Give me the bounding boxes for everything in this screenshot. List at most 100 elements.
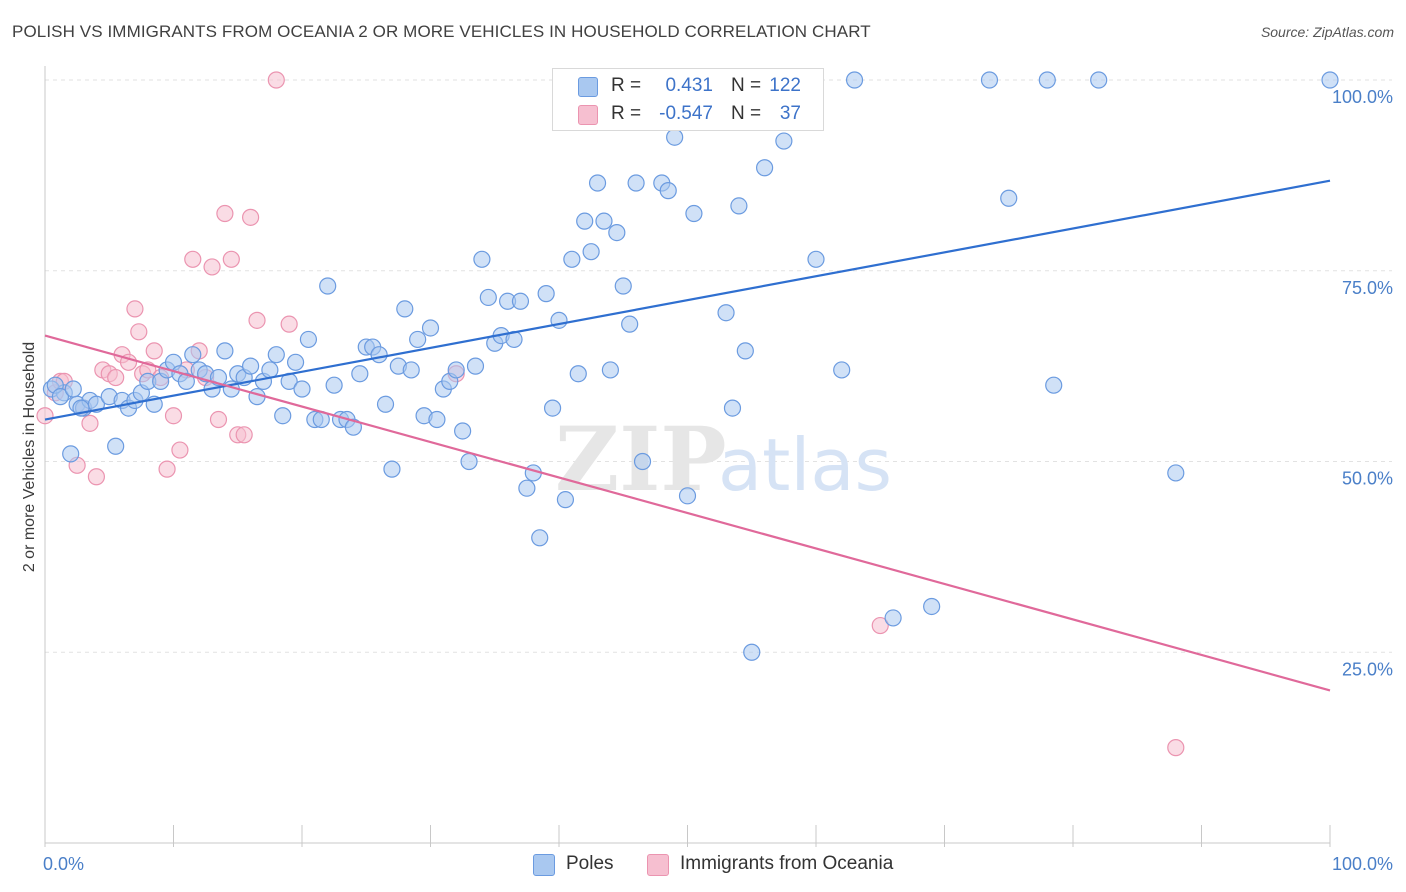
legend-n-value: 37	[779, 103, 801, 124]
point-poles	[216, 342, 234, 360]
point-poles	[274, 407, 292, 425]
legend-r-value: -0.547	[659, 103, 713, 124]
point-poles	[569, 365, 587, 383]
point-poles	[775, 132, 793, 150]
bottom-legend-swatch-poles	[533, 854, 555, 876]
point-poles	[884, 609, 902, 627]
point-oceania	[171, 441, 189, 459]
point-oceania	[107, 368, 125, 387]
legend-n-label: N =	[731, 103, 762, 124]
bottom-legend-label-poles: Poles	[566, 853, 614, 874]
point-poles	[286, 353, 305, 371]
y-axis-label: 2 or more Vehicles in Household	[21, 342, 38, 572]
point-poles	[736, 342, 754, 360]
point-poles	[1167, 464, 1185, 482]
point-poles	[743, 643, 761, 661]
legend-r-value: 0.431	[665, 75, 713, 96]
tick-labels: 25.0% 50.0% 75.0% 100.0% 0.0% 100.0%	[43, 87, 1393, 874]
legend-n-label: N =	[731, 75, 762, 96]
point-poles	[409, 330, 427, 349]
point-oceania	[235, 426, 253, 444]
point-poles	[64, 380, 82, 398]
point-oceania	[216, 204, 234, 223]
point-poles	[845, 71, 864, 89]
point-oceania	[126, 300, 144, 318]
point-oceania	[280, 315, 298, 333]
point-poles	[479, 288, 497, 307]
point-poles	[537, 285, 555, 303]
point-poles	[588, 174, 607, 192]
point-poles	[1090, 71, 1108, 89]
point-poles	[556, 491, 575, 509]
point-oceania	[87, 468, 106, 486]
point-oceania	[164, 407, 183, 425]
bottom-legend-swatch-oceania	[647, 854, 669, 876]
point-oceania	[871, 616, 889, 635]
legend-swatch-poles	[578, 77, 598, 97]
point-poles	[344, 418, 362, 436]
point-poles	[543, 399, 562, 417]
point-poles	[627, 174, 645, 192]
x-tick-label: 100.0%	[1332, 854, 1393, 874]
point-poles	[980, 71, 999, 89]
point-poles	[1000, 189, 1018, 207]
point-poles	[473, 250, 491, 268]
point-poles	[1045, 376, 1063, 394]
point-poles	[755, 159, 774, 177]
bottom-legend-label-oceania: Immigrants from Oceania	[680, 853, 894, 874]
point-poles	[370, 346, 388, 364]
point-poles	[518, 479, 536, 497]
point-poles	[325, 376, 343, 394]
point-poles	[633, 452, 652, 471]
point-poles	[383, 460, 401, 478]
watermark: ZIP atlas	[555, 407, 892, 511]
legend-n-value: 122	[769, 75, 801, 96]
point-poles	[466, 357, 485, 375]
point-poles	[923, 597, 941, 616]
point-poles	[447, 361, 465, 379]
point-poles	[376, 395, 395, 413]
trend-line-poles	[44, 179, 1331, 421]
point-oceania	[81, 414, 99, 432]
point-poles	[107, 437, 125, 455]
point-oceania	[158, 460, 176, 478]
point-poles	[1321, 71, 1339, 89]
y-tick-label: 75.0%	[1342, 278, 1393, 298]
point-oceania	[184, 250, 202, 268]
point-poles	[678, 487, 697, 505]
point-poles	[563, 250, 581, 268]
trend-line-oceania	[44, 334, 1331, 692]
point-poles	[184, 346, 202, 364]
legend-row-oceania: R = -0.547 N = 37	[553, 100, 823, 128]
point-poles	[421, 319, 440, 337]
point-poles	[511, 292, 530, 310]
point-oceania	[145, 342, 163, 360]
point-poles	[261, 361, 279, 379]
point-poles	[299, 330, 318, 349]
legend-r-label: R =	[611, 75, 642, 96]
point-poles	[1038, 71, 1056, 89]
point-oceania	[203, 258, 221, 276]
chart-title: POLISH VS IMMIGRANTS FROM OCEANIA 2 OR M…	[12, 22, 871, 41]
point-oceania	[248, 311, 266, 329]
series-poles-points	[42, 71, 1339, 661]
correlation-legend: R = 0.431 N = 122 R = -0.547 N = 37	[552, 68, 824, 131]
point-oceania	[130, 323, 148, 341]
point-poles	[177, 372, 195, 390]
point-poles	[460, 452, 478, 471]
legend-row-poles: R = 0.431 N = 122	[553, 72, 823, 100]
y-tick-label: 100.0%	[1332, 87, 1393, 107]
point-poles	[666, 128, 684, 146]
point-poles	[659, 182, 677, 200]
point-poles	[267, 346, 285, 364]
point-poles	[351, 365, 369, 383]
point-poles	[582, 243, 600, 261]
point-poles	[531, 529, 549, 547]
y-tick-label: 50.0%	[1342, 469, 1393, 489]
point-poles	[454, 422, 472, 440]
point-poles	[51, 388, 70, 406]
point-poles	[242, 357, 260, 375]
point-poles	[608, 224, 626, 242]
point-poles	[428, 410, 446, 429]
point-oceania	[222, 250, 240, 268]
